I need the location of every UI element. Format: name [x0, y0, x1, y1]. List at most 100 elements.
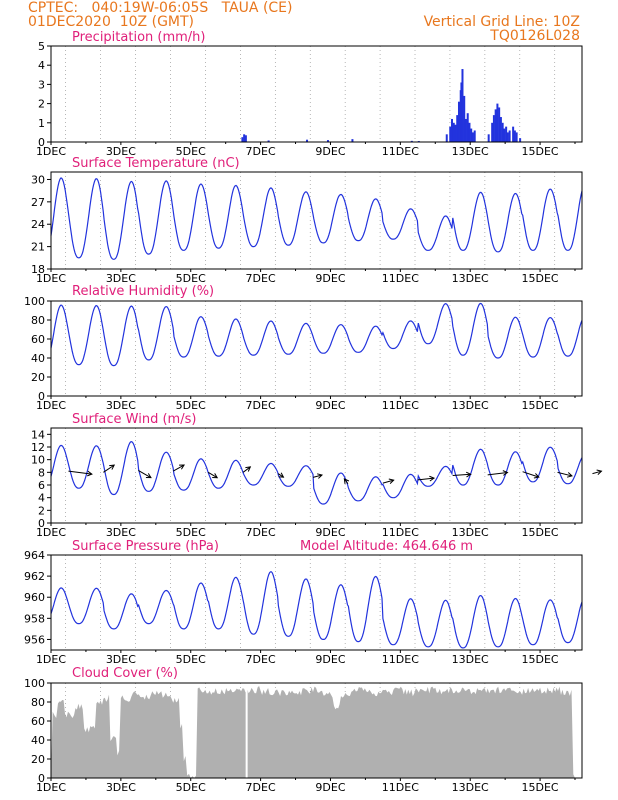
wind-wind-arrowhead — [533, 473, 540, 479]
pres-subtitle: Model Altitude: 464.646 m — [300, 539, 473, 554]
temp-ytick-label: 18 — [31, 263, 45, 276]
precip-bar — [464, 118, 467, 142]
wind-xtick-label: 11DEC — [382, 526, 419, 539]
rh-ytick-label: 60 — [31, 333, 45, 346]
temp-title: Surface Temperature (nC) — [72, 156, 240, 171]
wind-wind-arrow — [68, 470, 92, 475]
wind-ytick-label: 6 — [38, 479, 45, 492]
temp-xtick-label: 3DEC — [106, 272, 136, 285]
wind-wind-arrow — [382, 479, 394, 484]
precip-bar — [470, 128, 473, 142]
precip-xtick-label: 5DEC — [176, 145, 206, 158]
wind-wind-arrowhead — [343, 478, 350, 484]
pres-ytick-label: 960 — [24, 591, 45, 604]
cloud-xtick-label: 11DEC — [382, 781, 419, 794]
precip-ytick-label: 3 — [38, 78, 45, 91]
rh-title: Relative Humidity (%) — [72, 284, 214, 299]
precip-bar — [243, 134, 246, 142]
wind-wind-arrowhead — [212, 473, 219, 479]
cloud-title: Cloud Cover (%) — [72, 666, 178, 681]
pres-xtick-label: 7DEC — [246, 653, 276, 666]
cloud-xtick-label: 15DEC — [522, 781, 559, 794]
precip-bar — [450, 118, 453, 142]
precip-bar — [267, 140, 270, 142]
wind-wind-arrowhead — [278, 472, 285, 478]
pres-xtick-label: 15DEC — [522, 653, 559, 666]
precip-bar — [499, 117, 502, 142]
precip-bar — [471, 132, 474, 142]
temp-xtick-label: 13DEC — [452, 272, 489, 285]
wind-wind-arrowhead — [502, 470, 509, 476]
pres-ytick-label: 958 — [24, 612, 45, 625]
cloud-ytick-label: 80 — [31, 696, 45, 709]
wind-wind-arrowhead — [566, 472, 573, 478]
wind-wind-arrowhead — [245, 466, 252, 472]
wind-wind-arrowhead — [87, 470, 93, 477]
precip-bar — [513, 130, 516, 142]
cloud-cloud-area — [51, 686, 577, 778]
cloud-frame — [50, 682, 583, 779]
precip-bar — [487, 134, 490, 142]
wind-xtick-label: 3DEC — [106, 526, 136, 539]
precip-bar — [241, 137, 244, 142]
wind-xtick-label: 9DEC — [315, 526, 345, 539]
precip-bar — [508, 130, 511, 142]
precip-bar — [468, 122, 471, 142]
pres-series-line — [50, 571, 583, 649]
temp-frame — [50, 171, 583, 270]
precip-bar — [519, 138, 522, 142]
temp-ytick-label: 24 — [31, 218, 45, 231]
wind-wind-arrow — [557, 471, 573, 477]
precip-bar — [473, 130, 476, 142]
panel-rh: Relative Humidity (%) 0 20 40 60 80 100 1DEC 3DE… — [24, 284, 583, 412]
wind-xtick-label: 7DEC — [246, 526, 276, 539]
wind-wind-arrow — [138, 469, 152, 479]
cloud-ytick-label: 20 — [31, 753, 45, 766]
precip-bar — [506, 132, 509, 142]
precip-xtick-label: 7DEC — [246, 145, 276, 158]
panel-cloud: Cloud Cover (%) 0 20 40 60 80 100 1DEC 3DEC 5DEC 7… — [24, 666, 583, 794]
precip-ytick-label: 5 — [38, 40, 45, 53]
precip-bar — [452, 122, 455, 142]
wind-wind-arrowhead — [179, 464, 185, 470]
wind-xtick-label: 1DEC — [36, 526, 66, 539]
wind-wind-arrowhead — [465, 471, 472, 478]
rh-ytick-label: 80 — [31, 314, 45, 327]
rh-xtick-label: 13DEC — [452, 399, 489, 412]
panel-temp: Surface Temperature (nC) 18 21 24 27 30 1DEC 3D… — [31, 156, 583, 285]
wind-wind-arrow — [312, 474, 323, 478]
precip-bar — [501, 122, 504, 142]
wind-ytick-label: 4 — [38, 492, 45, 505]
precip-bar — [491, 122, 494, 142]
precip-bar — [244, 135, 247, 142]
pres-xtick-label: 3DEC — [106, 653, 136, 666]
precip-bar — [494, 109, 497, 142]
pres-ytick-label: 964 — [24, 549, 45, 562]
temp-ytick-label: 21 — [31, 241, 45, 254]
precip-xtick-label: 3DEC — [106, 145, 136, 158]
precip-bar — [461, 69, 464, 142]
pres-frame — [50, 554, 583, 651]
precip-bar — [505, 126, 508, 142]
wind-frame — [50, 427, 583, 524]
wind-wind-arrow — [173, 464, 185, 472]
cloud-xtick-label: 5DEC — [176, 781, 206, 794]
rh-xtick-label: 1DEC — [36, 399, 66, 412]
rh-xtick-label: 7DEC — [246, 399, 276, 412]
rh-xtick-label: 5DEC — [176, 399, 206, 412]
precip-xtick-label: 9DEC — [315, 145, 345, 158]
wind-title: Surface Wind (m/s) — [72, 412, 196, 427]
precip-bar — [498, 107, 501, 142]
wind-wind-arrowhead — [145, 473, 152, 479]
precip-xtick-label: 15DEC — [522, 145, 559, 158]
precip-bar — [492, 115, 495, 142]
rh-xtick-label: 15DEC — [522, 399, 559, 412]
rh-xtick-label: 9DEC — [315, 399, 345, 412]
precip-bar — [463, 95, 466, 142]
precip-ytick-label: 1 — [38, 117, 45, 130]
cloud-ytick-label: 0 — [38, 772, 45, 785]
precip-bar — [326, 140, 329, 142]
precip-bar — [515, 132, 518, 142]
